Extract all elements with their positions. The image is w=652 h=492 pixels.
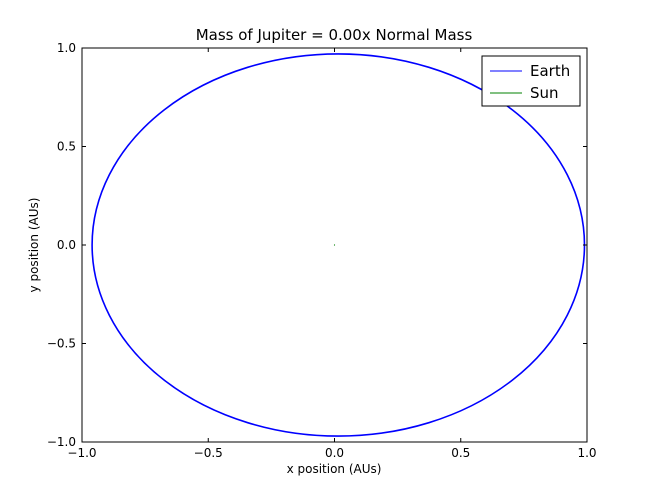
y-tick-label: 0.5 — [57, 140, 76, 154]
y-tick-label: −1.0 — [47, 435, 76, 449]
x-tick-label: 1.0 — [577, 446, 596, 460]
series-sun-point — [333, 244, 336, 246]
x-tick-label: −0.5 — [194, 446, 223, 460]
chart-title: Mass of Jupiter = 0.00x Normal Mass — [196, 26, 473, 44]
y-tick-label: 0.0 — [57, 238, 76, 252]
legend-box — [481, 55, 581, 107]
x-tick-label: 0.0 — [325, 446, 344, 460]
y-axis-label: y position (AUs) — [27, 198, 41, 293]
y-tick-label: 1.0 — [57, 41, 76, 55]
legend-sun-label: Sun — [530, 84, 559, 102]
x-tick-label: 0.5 — [451, 446, 470, 460]
x-tick-label: −1.0 — [67, 446, 96, 460]
legend-earth-label: Earth — [530, 62, 570, 80]
legend[interactable]: Earth Sun — [481, 55, 581, 107]
y-axis-ticks: −1.0 −0.5 0.0 0.5 1.0 — [47, 41, 587, 449]
x-axis-label: x position (AUs) — [287, 462, 382, 476]
x-axis-ticks: −1.0 −0.5 0.0 0.5 1.0 — [67, 48, 597, 460]
y-tick-label: −0.5 — [47, 337, 76, 351]
